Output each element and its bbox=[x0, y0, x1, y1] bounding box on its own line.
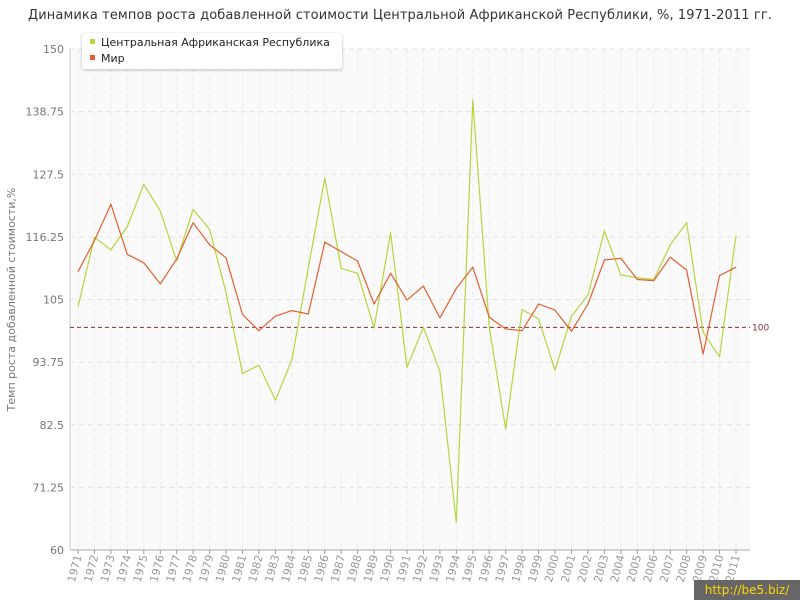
y-tick-label: 71.25 bbox=[33, 481, 65, 494]
legend-swatch-car bbox=[90, 39, 95, 44]
chart-title: Динамика темпов роста добавленной стоимо… bbox=[27, 8, 772, 23]
plot-background bbox=[70, 49, 750, 550]
legend-label-car: Центральная Африканская Республика bbox=[101, 36, 330, 49]
y-tick-label: 138.75 bbox=[26, 106, 65, 119]
y-tick-label: 105 bbox=[43, 294, 64, 307]
legend-label-world: Мир bbox=[101, 52, 125, 65]
watermark[interactable]: http://be5.biz/ bbox=[694, 580, 800, 600]
y-tick-label: 116.25 bbox=[26, 231, 65, 244]
legend-item-car[interactable]: Центральная Африканская Республика bbox=[90, 36, 330, 50]
legend-item-world[interactable]: Мир bbox=[90, 52, 125, 66]
series-line-world bbox=[77, 203, 737, 355]
y-tick-label: 93.75 bbox=[33, 356, 65, 369]
y-tick-label: 150 bbox=[43, 43, 64, 56]
series-line-car bbox=[77, 99, 737, 524]
reference-line-label: 100 bbox=[752, 323, 769, 333]
y-tick-label: 82.5 bbox=[40, 419, 65, 432]
y-tick-label: 127.5 bbox=[33, 168, 65, 181]
y-tick-label: 60 bbox=[50, 544, 64, 557]
legend: Центральная Африканская Республика Мир bbox=[82, 33, 342, 69]
legend-swatch-world bbox=[90, 55, 95, 60]
y-axis-title: Темп роста добавленной стоимости,% bbox=[5, 188, 18, 413]
